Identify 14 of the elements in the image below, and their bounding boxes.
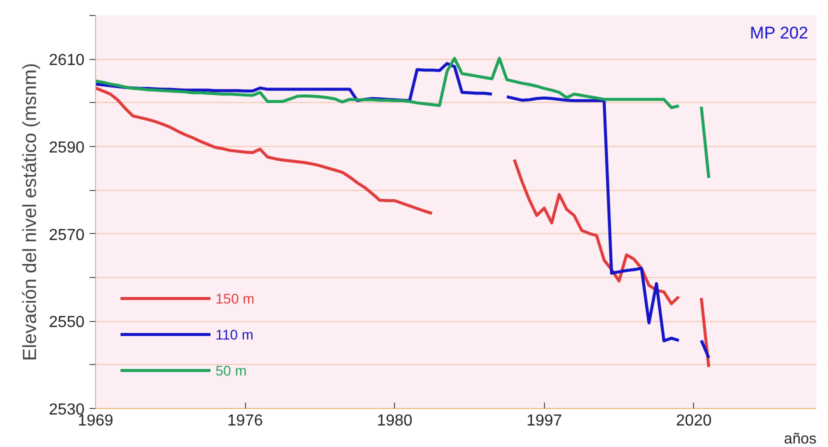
y-tick-label: 2610 [48,52,85,70]
annotation: MP 202 [750,24,808,42]
x-axis-title: años [784,430,817,447]
text: 150 m [216,290,254,306]
text: 110 m [216,326,254,342]
y-tick-label: 2570 [48,226,85,244]
x-tick-label: 1980 [376,412,413,430]
y-axis-title: Elevación del nivel estático (msnm) [20,63,41,361]
x-tick-label: 1976 [227,412,263,430]
y-tick-label: 2550 [48,314,85,332]
x-tick-label: 1997 [526,412,562,430]
y-tick-label: 2590 [48,140,85,156]
text: 50 m [216,362,247,378]
x-tick-label: 2020 [676,412,712,430]
